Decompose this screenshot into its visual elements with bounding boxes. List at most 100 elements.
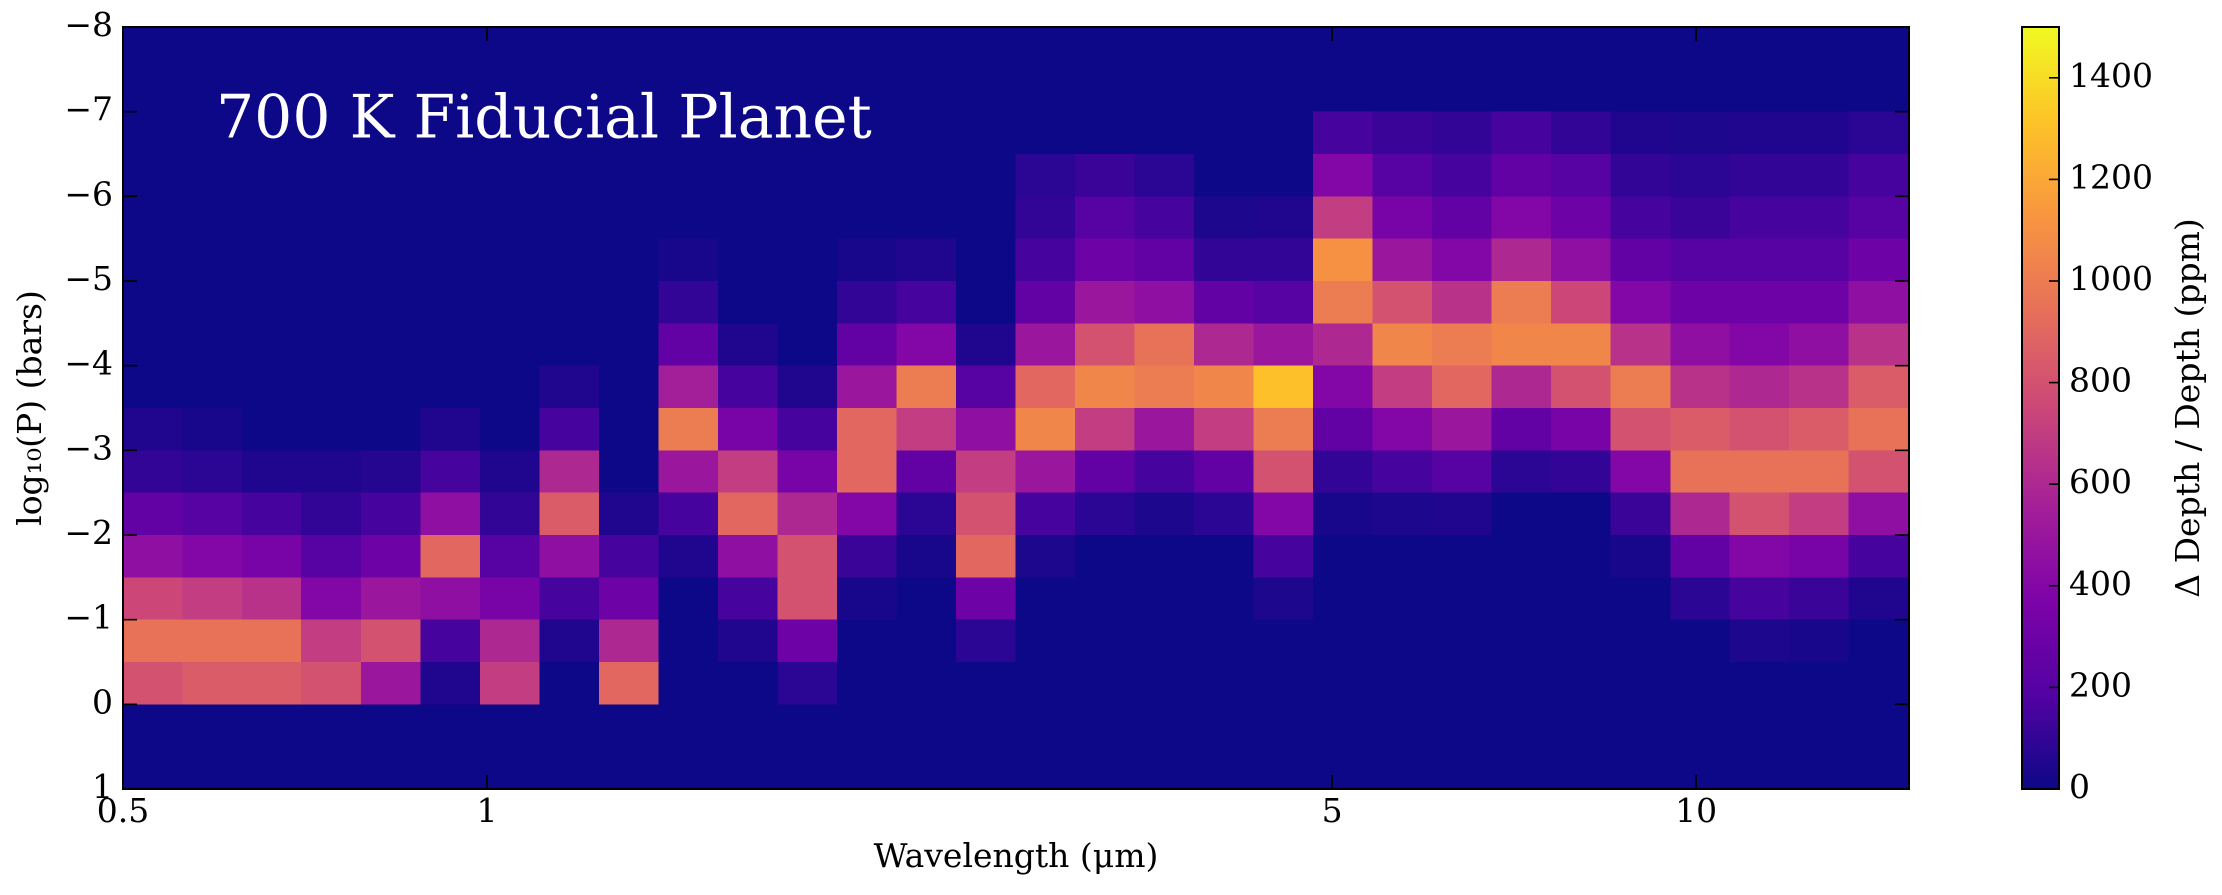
heatmap-cell xyxy=(182,746,243,790)
heatmap-cell xyxy=(718,111,779,155)
heatmap-cell xyxy=(658,662,719,705)
heatmap-cell xyxy=(123,408,184,451)
heatmap-cell xyxy=(1670,365,1731,409)
heatmap-cell xyxy=(1432,535,1493,578)
heatmap-cell xyxy=(1253,450,1314,494)
heatmap-cell xyxy=(301,746,362,790)
heatmap-cell xyxy=(539,27,600,70)
heatmap-cell xyxy=(241,450,302,494)
heatmap-cell xyxy=(1075,535,1136,578)
heatmap-cell xyxy=(1134,365,1195,409)
colorbar-tick-label: 400 xyxy=(2069,564,2132,603)
heatmap-cell xyxy=(301,492,362,536)
heatmap-cell xyxy=(1848,408,1910,451)
heatmap-cell xyxy=(777,69,838,113)
heatmap-cell xyxy=(896,281,957,324)
heatmap-cell xyxy=(1491,27,1552,70)
heatmap-cell xyxy=(420,238,481,282)
heatmap-cell xyxy=(1551,746,1612,790)
heatmap-cell xyxy=(658,281,719,324)
heatmap-cell xyxy=(1848,577,1910,621)
heatmap-cell xyxy=(1075,323,1136,367)
heatmap-cell xyxy=(777,365,838,409)
heatmap-cell xyxy=(1372,365,1433,409)
heatmap-cell xyxy=(1075,196,1136,240)
heatmap-cell xyxy=(1610,577,1671,621)
heatmap-cell xyxy=(1551,111,1612,155)
heatmap-cell xyxy=(539,238,600,282)
heatmap-cell xyxy=(896,662,957,705)
heatmap-cell xyxy=(1491,196,1552,240)
heatmap-cell xyxy=(956,492,1017,536)
heatmap-cell xyxy=(301,69,362,113)
heatmap-cell xyxy=(777,662,838,705)
heatmap-cell xyxy=(1194,281,1255,324)
heatmap-cell xyxy=(718,281,779,324)
heatmap-cell xyxy=(1253,281,1314,324)
heatmap-cell xyxy=(182,577,243,621)
heatmap-cell xyxy=(241,196,302,240)
heatmap-cell xyxy=(956,704,1017,748)
heatmap-cell xyxy=(123,238,184,282)
heatmap-cell xyxy=(718,492,779,536)
heatmap-cell xyxy=(1432,746,1493,790)
heatmap-cell xyxy=(1491,492,1552,536)
heatmap-cell xyxy=(1551,154,1612,197)
heatmap-cell xyxy=(1075,238,1136,282)
colorbar xyxy=(2021,26,2060,790)
heatmap-cell xyxy=(1075,408,1136,451)
heatmap-cell xyxy=(837,154,898,197)
heatmap-cell xyxy=(1372,196,1433,240)
colorbar-tick-label: 600 xyxy=(2069,462,2132,501)
heatmap-cell xyxy=(539,365,600,409)
heatmap-cell xyxy=(599,281,659,324)
heatmap-cell xyxy=(420,662,481,705)
heatmap-cell xyxy=(1670,450,1731,494)
heatmap-cell xyxy=(1313,27,1374,70)
heatmap-cell xyxy=(361,111,421,155)
heatmap-cell xyxy=(1491,408,1552,451)
heatmap-cell xyxy=(1729,154,1790,197)
heatmap-cell xyxy=(1253,154,1314,197)
heatmap-cell xyxy=(1789,662,1850,705)
heatmap-cell xyxy=(1432,238,1493,282)
heatmap-cell xyxy=(241,281,302,324)
heatmap-cell xyxy=(1551,577,1612,621)
x-tick-label: 0.5 xyxy=(97,791,149,830)
heatmap-cell xyxy=(896,69,957,113)
heatmap-cell xyxy=(1372,408,1433,451)
heatmap-cell xyxy=(1372,662,1433,705)
heatmap-cell xyxy=(1253,619,1314,663)
heatmap-cell xyxy=(1372,323,1433,367)
heatmap-cell xyxy=(599,450,659,494)
heatmap-cell xyxy=(1372,535,1433,578)
heatmap-cell xyxy=(599,662,659,705)
heatmap-cell xyxy=(599,69,659,113)
heatmap-cell xyxy=(956,154,1017,197)
heatmap-cell xyxy=(718,704,779,748)
heatmap-cell xyxy=(182,196,243,240)
heatmap-cell xyxy=(1372,111,1433,155)
heatmap-cell xyxy=(182,323,243,367)
heatmap-cell xyxy=(1432,408,1493,451)
heatmap-cell xyxy=(1015,281,1076,324)
heatmap-cell xyxy=(241,69,302,113)
heatmap-cell xyxy=(1789,619,1850,663)
heatmap-cell xyxy=(1372,746,1433,790)
heatmap-cell xyxy=(1551,281,1612,324)
heatmap-cell xyxy=(956,196,1017,240)
heatmap-cell xyxy=(123,196,184,240)
heatmap-cell xyxy=(1729,69,1790,113)
heatmap-cell xyxy=(480,365,540,409)
heatmap-cell xyxy=(777,111,838,155)
heatmap-cell xyxy=(1253,323,1314,367)
heatmap-cell xyxy=(1194,238,1255,282)
heatmap-cell xyxy=(1848,111,1910,155)
heatmap-cell xyxy=(301,365,362,409)
heatmap-cell xyxy=(956,450,1017,494)
heatmap-cell xyxy=(1134,69,1195,113)
heatmap-cell xyxy=(658,492,719,536)
heatmap-cell xyxy=(1670,281,1731,324)
heatmap-cell xyxy=(1194,619,1255,663)
heatmap-cell xyxy=(599,365,659,409)
